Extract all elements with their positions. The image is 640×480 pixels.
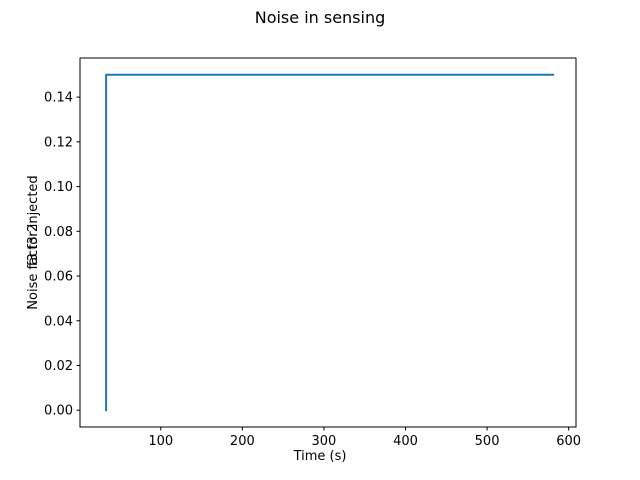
y-tick-label: 0.00 xyxy=(44,404,73,419)
x-axis: 100 200 300 400 500 600 xyxy=(148,427,581,449)
x-tick-label: 600 xyxy=(556,434,581,449)
y-tick-label: 0.02 xyxy=(44,359,73,374)
x-tick-label: 400 xyxy=(393,434,418,449)
y-axis-label-overlay: f3 f3 2 xyxy=(26,224,41,266)
chart-title: Noise in sensing xyxy=(255,8,386,27)
y-axis: 0.00 0.02 0.04 0.06 0.08 0.10 0.12 0.14 xyxy=(44,91,80,419)
y-tick-label: 0.10 xyxy=(44,180,73,195)
y-tick-label: 0.14 xyxy=(44,91,73,106)
plot-frame xyxy=(79,57,577,428)
y-axis-label: Noise factor injected xyxy=(26,175,41,309)
y-tick-label: 0.04 xyxy=(44,314,73,329)
x-tick-label: 100 xyxy=(148,434,173,449)
y-tick-label: 0.08 xyxy=(44,225,73,240)
plot-area xyxy=(105,73,555,412)
x-tick-label: 500 xyxy=(475,434,500,449)
y-tick-label: 0.06 xyxy=(44,270,73,285)
x-tick-label: 200 xyxy=(230,434,255,449)
series-line-0 xyxy=(105,73,555,412)
x-tick-label: 300 xyxy=(312,434,337,449)
x-axis-label: Time (s) xyxy=(293,449,347,464)
y-tick-label: 0.12 xyxy=(44,135,73,150)
